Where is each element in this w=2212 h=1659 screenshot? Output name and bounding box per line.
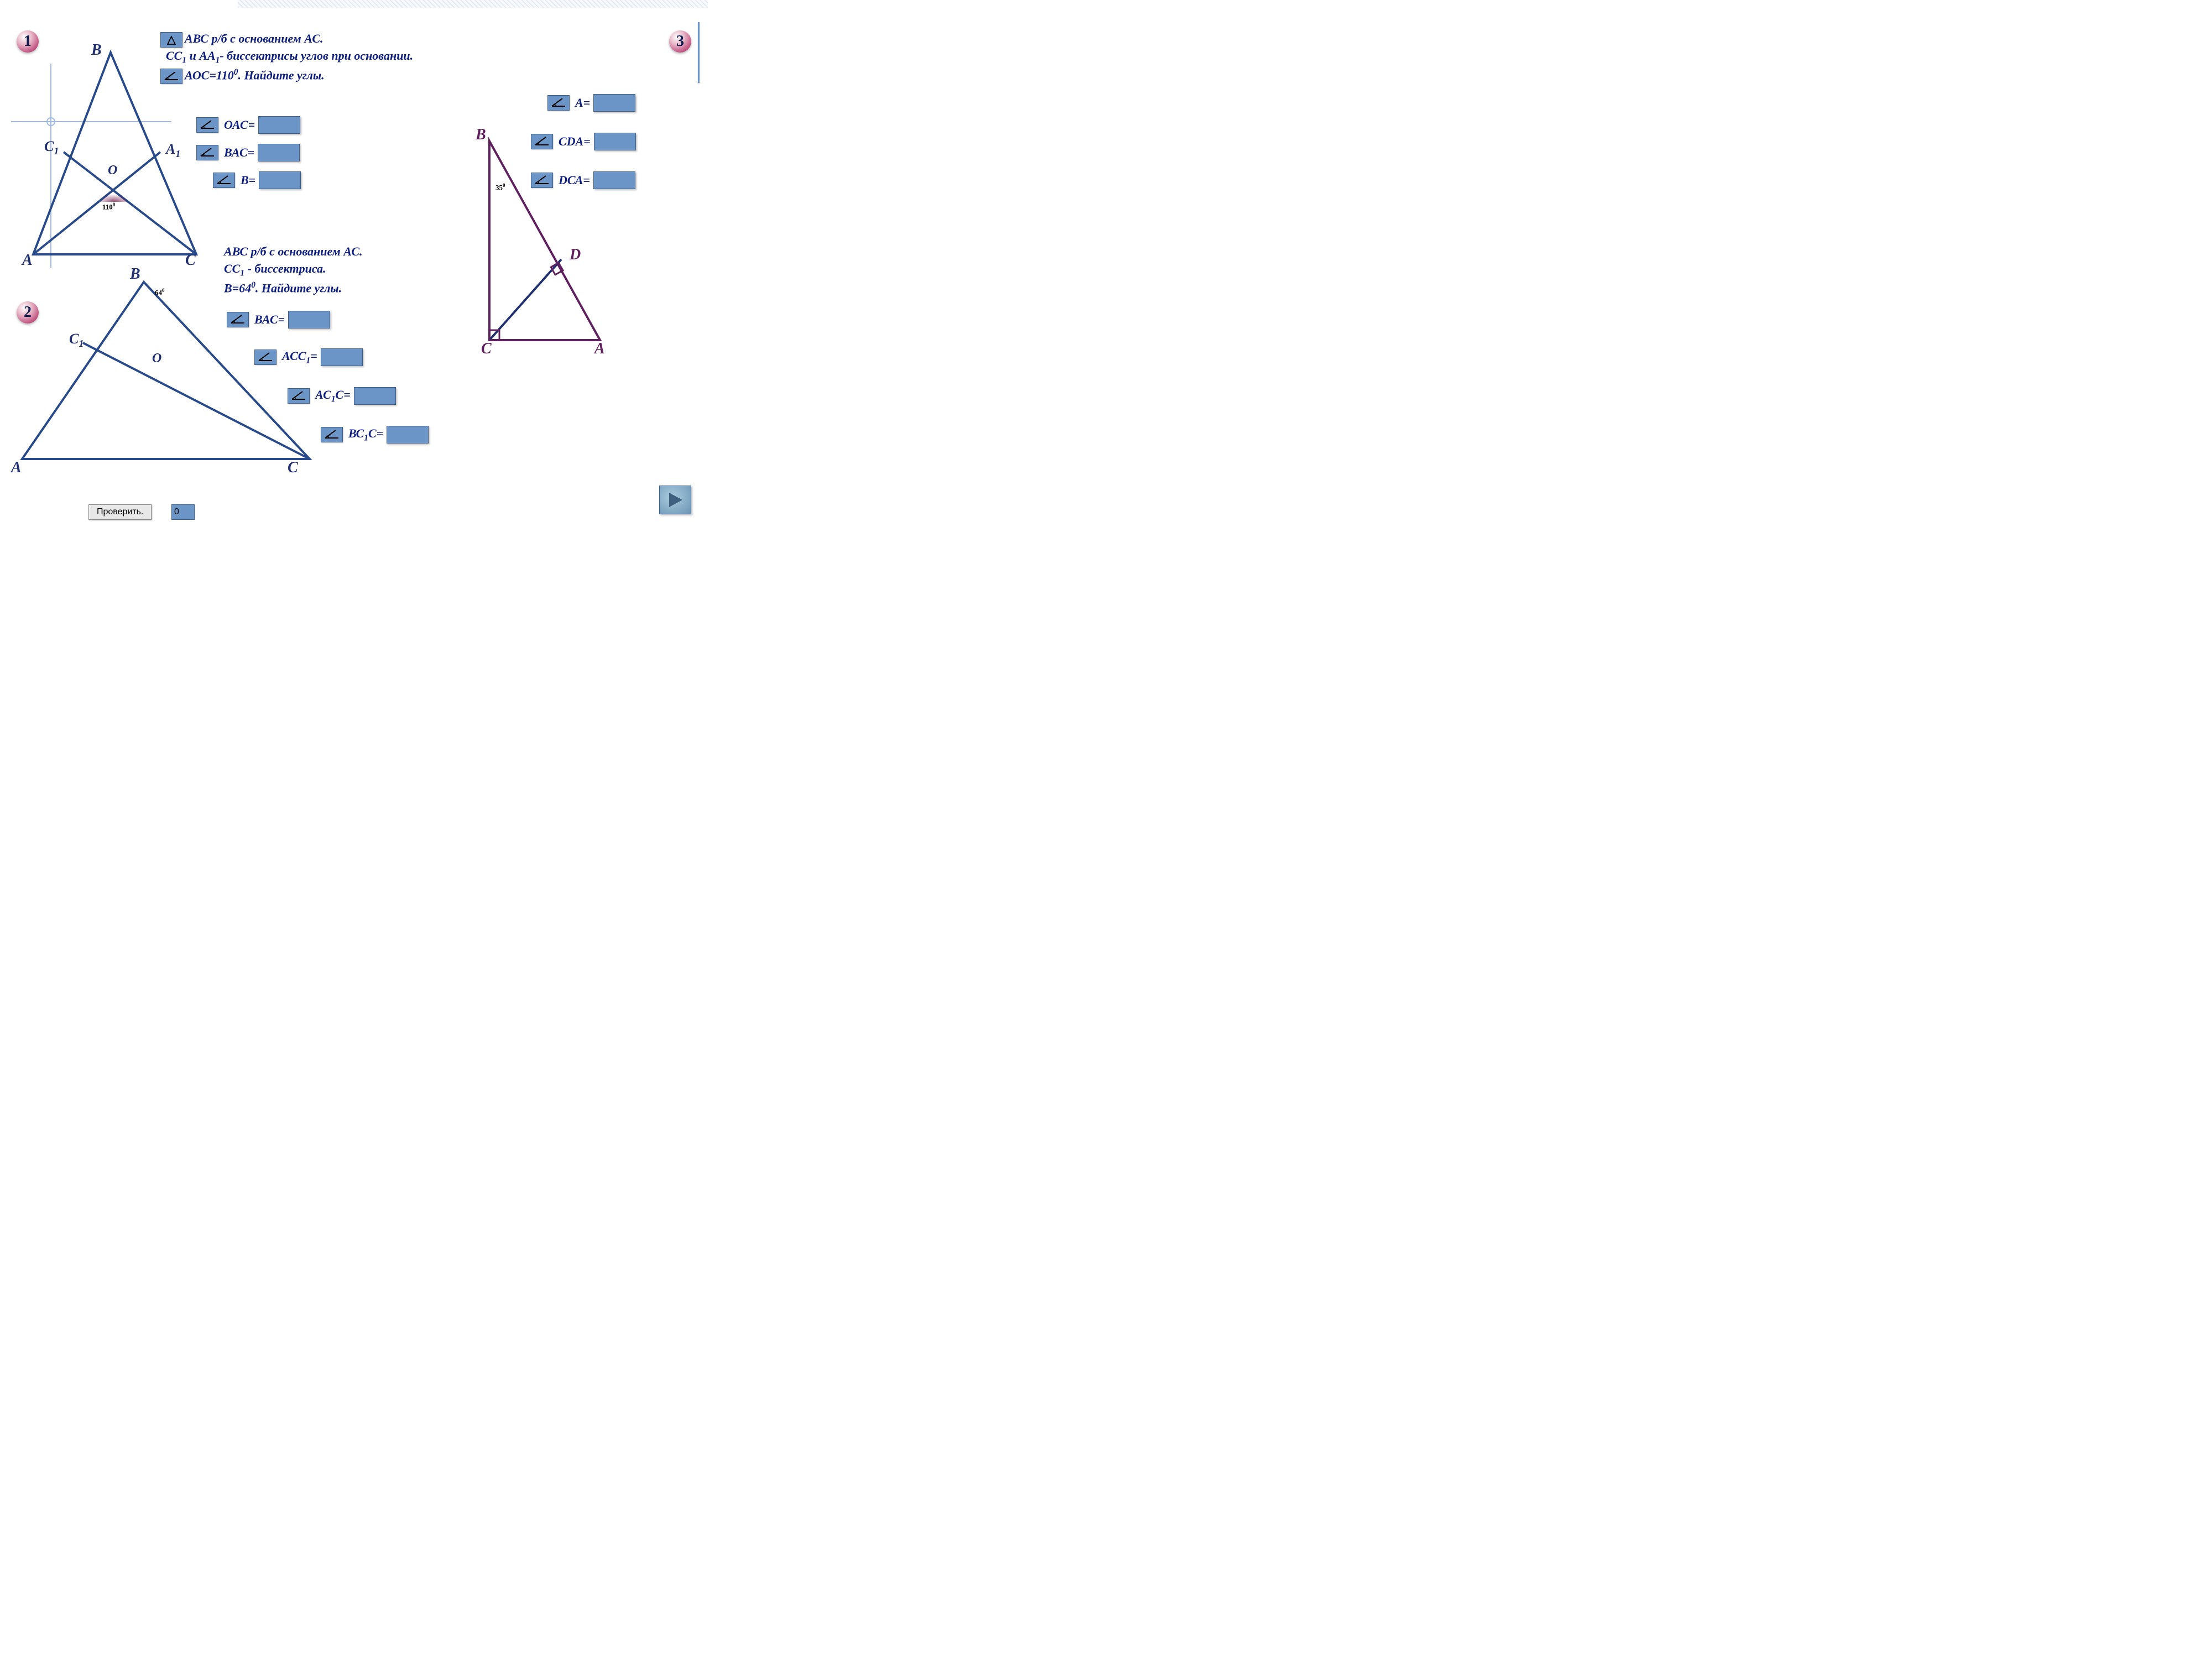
p2-ans-bc1c: ВС1С= (321, 426, 429, 444)
answer-box[interactable] (258, 144, 300, 161)
p1-vertex-A1: A1 (166, 141, 180, 160)
p1-vertex-B: B (91, 41, 102, 59)
p3-ans-a: А= (547, 94, 635, 112)
p2-line1: АВС р/б с основанием АС. (224, 243, 363, 260)
triangle3-figure (473, 130, 617, 357)
p1-vertex-C1: C1 (44, 138, 59, 157)
badge-3: 3 (669, 30, 691, 53)
p1-vertex-C: C (185, 252, 196, 269)
p1-vertex-A: A (22, 252, 33, 269)
decorative-top-strip (238, 0, 708, 8)
p2-vertex-B: B (130, 265, 140, 283)
answer-box[interactable] (258, 116, 300, 134)
answer-box[interactable] (259, 171, 301, 189)
answer-box[interactable] (387, 426, 429, 444)
triangle2-figure (11, 271, 332, 481)
p2-angle-64: 640 (155, 288, 165, 297)
p1-ans-oac: ОАС= (196, 116, 300, 134)
p3-vertex-A: A (594, 340, 605, 358)
p1-angle-110: 1100 (102, 202, 115, 211)
answer-box[interactable] (354, 387, 396, 405)
p3-vertex-D: D (570, 246, 581, 264)
p3-angle-35: 350 (495, 182, 505, 192)
p1-ans-b: В= (213, 171, 301, 189)
answer-box[interactable] (593, 94, 635, 112)
angle-icon (213, 173, 235, 188)
decorative-side-line (698, 22, 700, 83)
play-icon (667, 492, 684, 508)
p3-vertex-B: B (476, 126, 486, 144)
p1-ans-bac: ВАС= (196, 144, 300, 161)
p1-vertex-O: O (108, 163, 117, 178)
counter-box: 0 (171, 504, 195, 520)
check-button[interactable]: Проверить. (88, 504, 152, 520)
p2-vertex-C: C (288, 459, 298, 477)
p2-vertex-C1: C1 (69, 331, 84, 349)
angle-icon (547, 95, 570, 111)
p2-vertex-A: A (11, 459, 22, 477)
next-button[interactable] (659, 486, 691, 514)
p3-vertex-C: C (481, 340, 492, 358)
p2-vertex-O: O (152, 351, 161, 366)
